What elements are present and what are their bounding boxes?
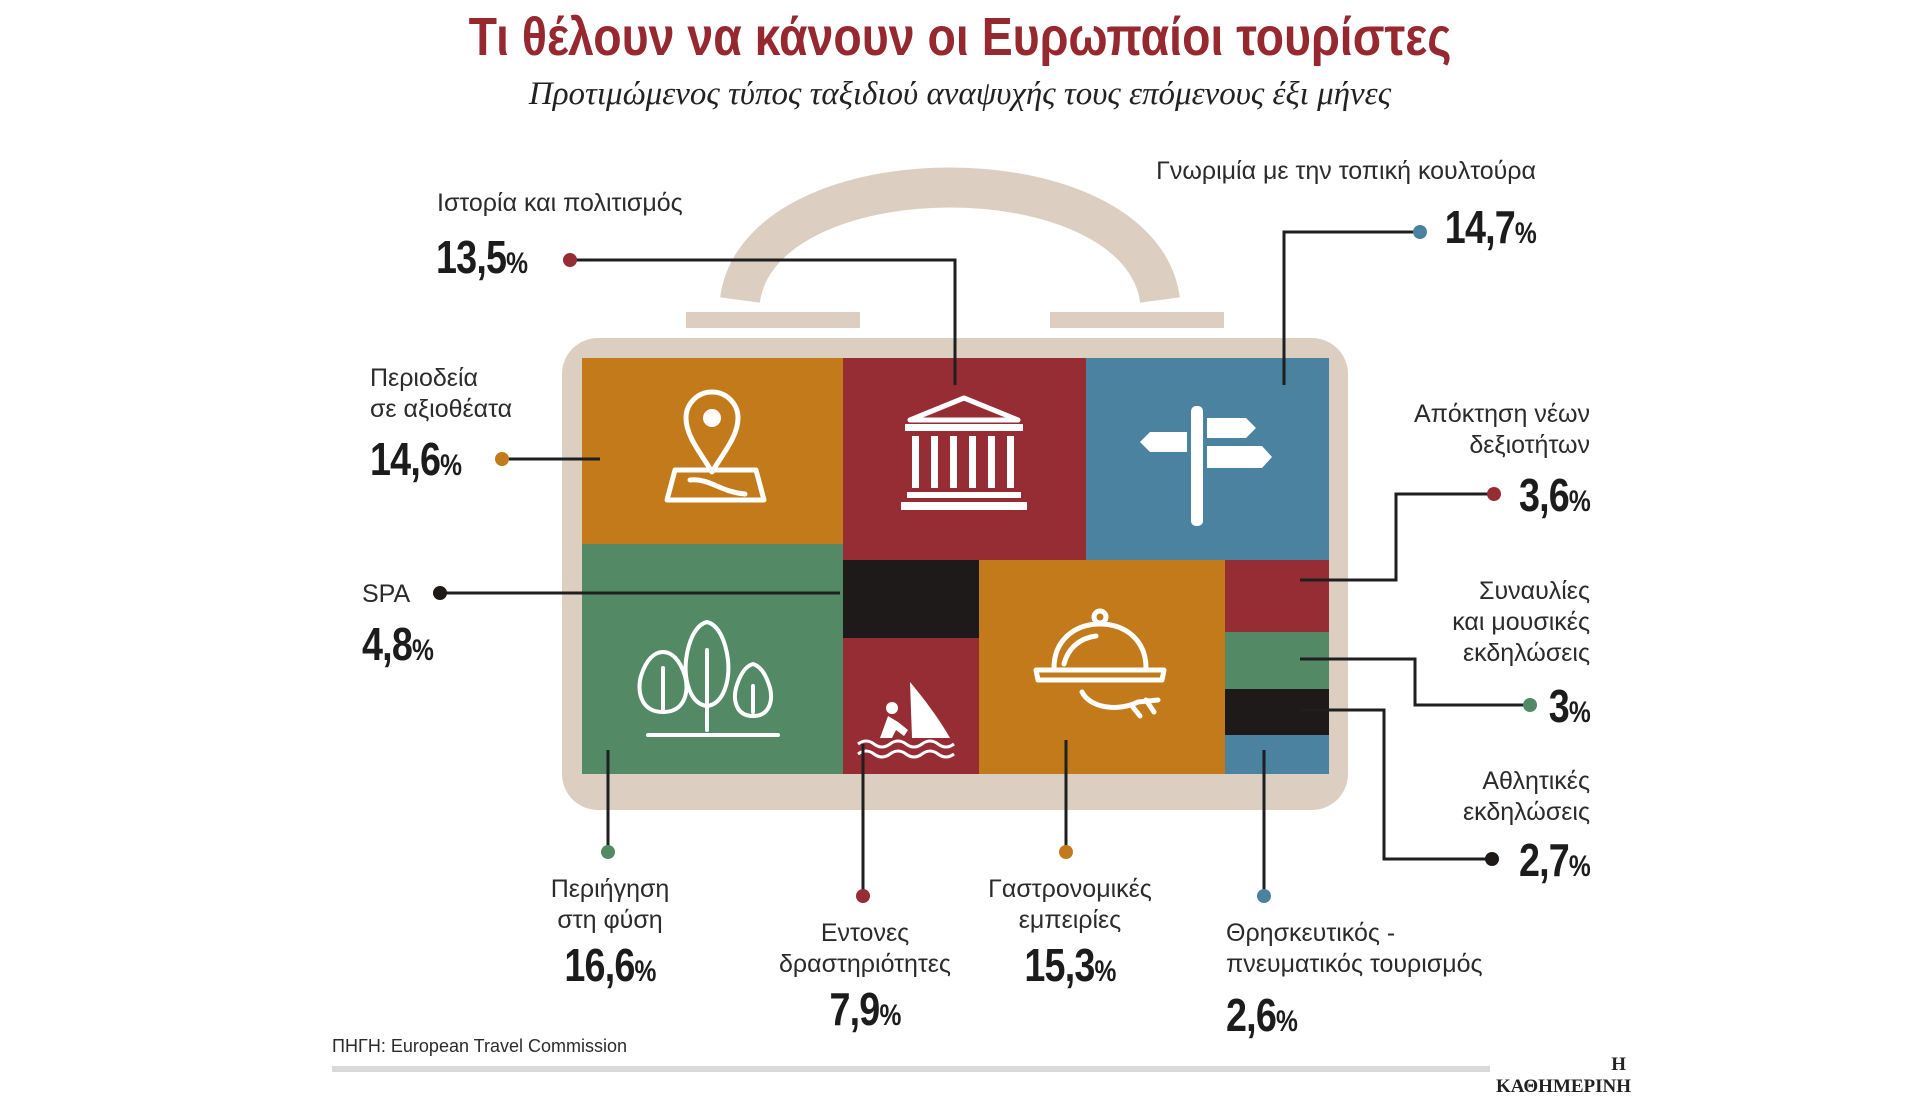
dot-local-culture <box>1413 225 1427 239</box>
tile-sightseeing <box>582 358 843 544</box>
value-sightseeing: 14,6% <box>370 433 462 485</box>
tile-sports <box>1225 689 1329 735</box>
label-local-culture: Γνωριμία με την τοπική κουλτούρα <box>1156 157 1536 185</box>
windsurf-icon <box>857 682 955 759</box>
dot-skills <box>1487 487 1501 501</box>
tile-gastronomy <box>979 560 1225 774</box>
trees-icon <box>637 619 780 737</box>
bottom-rule <box>332 1066 1620 1072</box>
brand-logo: Η ΚΑΘΗΜΕΡΙΝΗ <box>1490 1054 1631 1098</box>
signpost-icon <box>1140 406 1272 526</box>
label-nature: Περιήγηση στη φύση <box>550 875 670 934</box>
label-sports: Αθλητικές εκδηλώσεις <box>1463 767 1590 826</box>
label-religious: Θρησκευτικός - πνευματικός τουρισμός <box>1226 919 1483 978</box>
dot-sightseeing <box>495 452 509 466</box>
temple-icon <box>901 395 1027 510</box>
cloche-icon <box>1033 608 1167 719</box>
tile-history <box>843 358 1086 560</box>
dot-active <box>856 889 870 903</box>
value-active: 7,9% <box>829 983 901 1035</box>
page-title: Τι θέλουν να κάνουν οι Ευρωπαίοι τουρίστ… <box>468 7 1452 67</box>
value-local-culture: 14,7% <box>1444 201 1537 253</box>
value-spa: 4,8% <box>362 618 434 670</box>
page-subtitle: Προτιμώμενος τύπος ταξιδιού αναψυχής του… <box>528 76 1392 112</box>
leader-history <box>572 258 957 385</box>
dot-religious <box>1257 889 1271 903</box>
label-skills: Απόκτηση νέων δεξιοτήτων <box>1413 400 1590 459</box>
tile-religious <box>1225 735 1329 774</box>
value-gastronomy: 15,3% <box>1024 939 1116 991</box>
value-nature: 16,6% <box>564 939 656 991</box>
label-spa: SPA <box>362 580 411 608</box>
tile-spa <box>843 560 979 638</box>
value-sports: 2,7% <box>1518 834 1591 886</box>
label-history: Ιστορία και πολιτισμός <box>437 189 683 217</box>
leader-skills <box>1300 492 1492 582</box>
tile-skills <box>1225 560 1329 632</box>
dot-concerts <box>1523 698 1537 712</box>
value-religious: 2,6% <box>1226 989 1298 1041</box>
dot-nature <box>601 845 615 859</box>
label-sightseeing: Περιοδεία σε αξιοθέατα <box>370 364 513 423</box>
dot-sports <box>1485 852 1499 866</box>
source-note: ΠΗΓΗ: European Travel Commission <box>332 1036 628 1056</box>
dot-spa <box>433 586 447 600</box>
label-concerts: Συναυλίες και μουσικές εκδηλώσεις <box>1452 577 1590 667</box>
label-active: Εντονες δραστηριότητες <box>779 919 951 978</box>
value-concerts: 3% <box>1548 680 1591 732</box>
leader-local-culture <box>1282 230 1418 385</box>
value-history: 13,5% <box>436 231 528 283</box>
label-gastronomy: Γαστρονομικές εμπειρίες <box>988 875 1152 934</box>
dot-history <box>563 253 577 267</box>
leader-sports <box>1300 708 1490 861</box>
leader-dots <box>433 225 1537 903</box>
leader-lines <box>440 230 1528 894</box>
dot-gastronomy <box>1059 845 1073 859</box>
map-pin-icon <box>664 389 767 503</box>
tile-nature <box>582 544 843 774</box>
leader-concerts <box>1300 657 1528 707</box>
value-skills: 3,6% <box>1518 469 1591 521</box>
